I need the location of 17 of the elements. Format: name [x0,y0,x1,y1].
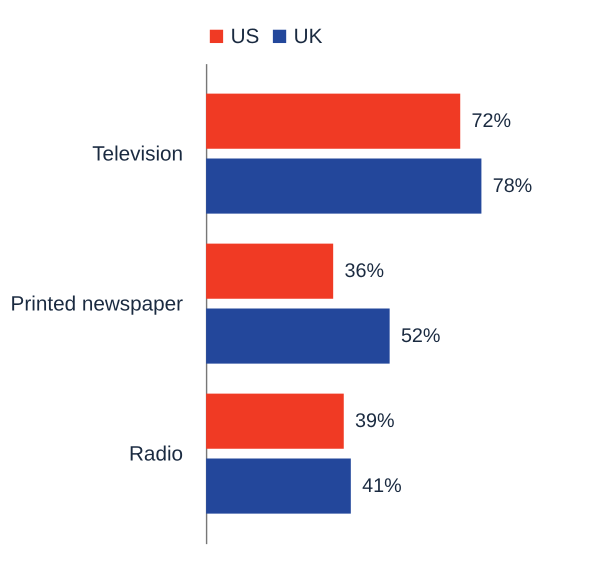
bar [206,94,460,149]
data-label: 36% [344,260,384,282]
legend-label: US [230,24,260,48]
bar [206,394,344,449]
data-label: 39% [355,410,395,432]
bar [206,158,482,214]
data-label: 41% [362,474,402,497]
bar [206,308,390,364]
bar [206,244,334,299]
y-tick-label: Printed newspaper [10,292,184,316]
y-tick-label: Television [92,142,184,166]
data-label: 78% [492,174,532,197]
legend-label: UK [294,24,323,48]
data-label: 72% [472,110,512,132]
y-tick-label: Radio [128,442,184,466]
data-label: 52% [400,324,440,347]
bar [206,458,351,514]
